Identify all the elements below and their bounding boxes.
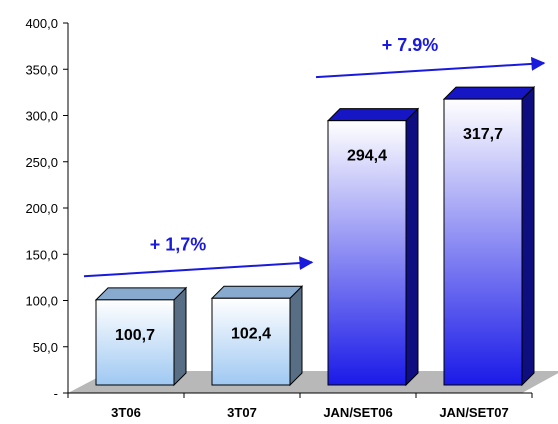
growth-annotation: + 1,7% (83, 234, 314, 278)
growth-label: + 1,7% (150, 234, 207, 254)
bar-top (210, 285, 304, 299)
bar-jan-set06: 294,4 (326, 107, 420, 387)
bar-value-label: 102,4 (231, 325, 271, 342)
growth-label: + 7.9% (382, 35, 439, 55)
bar-jan-set07: 317,7 (442, 85, 536, 387)
x-category-label: JAN/SET07 (439, 405, 508, 420)
bar-front (95, 299, 175, 386)
y-axis-ticks: - 50,0 100,0 150,0 200,0 250,0 300,0 350,0 400,0 (25, 16, 68, 401)
x-axis-labels: 3T06 3T07 JAN/SET06 JAN/SET07 (67, 393, 533, 420)
bar-value-label: 294,4 (347, 148, 387, 165)
x-category-label: JAN/SET06 (323, 405, 392, 420)
bar-front (211, 297, 291, 386)
growth-annotation: + 7.9% (315, 35, 546, 79)
y-tick-label: 150,0 (25, 247, 58, 262)
growth-arrow (83, 256, 314, 278)
bar-side (521, 85, 535, 387)
y-tick-label: 300,0 (25, 109, 58, 124)
bar-top (442, 86, 536, 100)
y-tick-label: - (54, 386, 58, 401)
bar-side (173, 286, 187, 387)
y-tick-label: 350,0 (25, 62, 58, 77)
y-tick-label: 50,0 (33, 340, 58, 355)
bar-3t06: 100,7 (94, 286, 188, 387)
y-tick-label: 200,0 (25, 201, 58, 216)
bar-front (327, 120, 407, 386)
bar-top (94, 287, 188, 301)
growth-annotations: + 1,7% + 7.9% (83, 35, 546, 278)
growth-arrow (315, 56, 546, 79)
bar-front (443, 98, 523, 386)
bars: 100,7 102,4 294,4 317,7 (94, 85, 536, 387)
bar-value-label: 100,7 (115, 327, 155, 344)
bar-top (326, 108, 420, 122)
bar-value-label: 317,7 (463, 126, 503, 143)
y-tick-label: 100,0 (25, 294, 58, 309)
x-category-label: 3T07 (227, 405, 257, 420)
bar-side (289, 285, 303, 387)
x-category-label: 3T06 (111, 405, 141, 420)
y-tick-label: 400,0 (25, 16, 58, 31)
bar-3t07: 102,4 (210, 285, 304, 387)
chart-floor (68, 371, 558, 393)
y-tick-label: 250,0 (25, 155, 58, 170)
bar-side (405, 107, 419, 387)
